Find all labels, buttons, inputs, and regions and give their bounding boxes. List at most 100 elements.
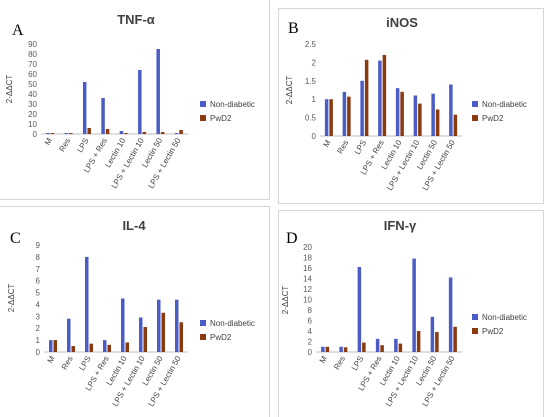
y-axis-label: 2-ΔΔCT <box>5 75 14 104</box>
panel-d-legend: Non-diabetic PwD2 <box>472 310 527 338</box>
legend-item-pwd2: PwD2 <box>472 324 527 338</box>
y-tick-label: 7 <box>36 265 41 274</box>
bar-non-diabetic <box>375 338 380 352</box>
legend-swatch-pwd2 <box>200 115 206 121</box>
bar-non-diabetic <box>342 91 347 136</box>
bar-non-diabetic <box>360 80 364 136</box>
y-tick-label: 3 <box>36 312 41 321</box>
legend-item-pwd2: PwD2 <box>200 330 255 344</box>
panel-c-legend: Non-diabetic PwD2 <box>200 316 255 344</box>
y-tick-label: 14 <box>303 275 312 284</box>
panel-b-legend: Non-diabetic PwD2 <box>472 97 527 125</box>
bar-pwd2 <box>435 109 440 136</box>
legend-swatch-pwd2 <box>472 115 478 121</box>
bar-non-diabetic <box>85 256 89 352</box>
y-tick-label: 10 <box>303 296 312 305</box>
x-tick-label: M <box>43 136 54 147</box>
x-tick-label: M <box>321 138 332 149</box>
legend-swatch-pwd2 <box>200 334 206 340</box>
bar-non-diabetic <box>357 266 362 352</box>
y-tick-label: 2 <box>36 324 41 333</box>
panel-a-title: TNF-α <box>117 12 155 27</box>
y-tick-label: 60 <box>28 70 37 79</box>
y-tick-label: 10 <box>28 120 37 129</box>
bar-non-diabetic <box>431 93 435 136</box>
bar-pwd2 <box>380 345 384 352</box>
bar-non-diabetic <box>138 70 142 134</box>
panel-c-frame <box>0 206 270 417</box>
y-tick-label: 0 <box>33 130 38 139</box>
y-tick-label: 80 <box>28 50 37 59</box>
bar-pwd2 <box>416 331 421 352</box>
bar-non-diabetic <box>430 316 435 352</box>
y-tick-label: 6 <box>36 277 41 286</box>
bar-non-diabetic <box>378 60 382 137</box>
y-tick-label: 1 <box>312 95 317 104</box>
legend-item-non-diabetic: Non-diabetic <box>200 316 255 330</box>
y-tick-label: 4 <box>308 327 313 336</box>
bar-pwd2 <box>453 114 458 136</box>
bar-pwd2 <box>125 342 129 352</box>
x-tick-label: M <box>46 354 57 365</box>
legend-label: Non-diabetic <box>210 99 255 109</box>
bar-non-diabetic <box>139 317 143 352</box>
y-tick-label: 0 <box>36 348 41 357</box>
bar-non-diabetic <box>67 318 71 352</box>
bar-non-diabetic <box>46 133 50 134</box>
y-axis-label: 2-ΔΔCT <box>281 286 290 315</box>
panel-a-letter: A <box>12 22 24 39</box>
y-tick-label: 1 <box>36 336 41 345</box>
bar-pwd2 <box>160 132 165 134</box>
bar-pwd2 <box>400 91 404 136</box>
bar-pwd2 <box>398 343 403 352</box>
y-tick-label: 2 <box>308 338 313 347</box>
bar-non-diabetic <box>339 346 343 352</box>
bar-non-diabetic <box>175 299 179 352</box>
legend-item-non-diabetic: Non-diabetic <box>472 97 527 111</box>
bar-pwd2 <box>143 327 147 352</box>
bar-non-diabetic <box>157 299 161 352</box>
y-axis-label: 2-ΔΔCT <box>285 76 294 105</box>
bar-non-diabetic <box>101 98 105 134</box>
bar-non-diabetic <box>321 346 325 352</box>
y-tick-label: 8 <box>36 253 41 262</box>
panel-b-frame <box>278 8 544 204</box>
bar-pwd2 <box>364 59 369 136</box>
bar-pwd2 <box>87 128 91 134</box>
bar-non-diabetic <box>449 84 453 136</box>
legend-label: PwD2 <box>210 332 232 342</box>
panel-d-frame <box>278 210 544 417</box>
legend-label: PwD2 <box>210 113 232 123</box>
bar-non-diabetic <box>412 258 416 352</box>
bar-pwd2 <box>179 130 183 134</box>
legend-swatch-pwd2 <box>472 328 478 334</box>
bar-non-diabetic <box>448 277 453 352</box>
y-tick-label: 90 <box>28 40 37 49</box>
legend-item-pwd2: PwD2 <box>472 111 527 125</box>
bar-non-diabetic <box>324 99 329 136</box>
legend-label: Non-diabetic <box>482 312 527 322</box>
y-tick-label: 4 <box>36 300 41 309</box>
y-tick-label: 0 <box>308 348 313 357</box>
bar-pwd2 <box>89 343 93 352</box>
legend-label: PwD2 <box>482 326 504 336</box>
panel-a-legend: Non-diabetic PwD2 <box>200 97 255 125</box>
bar-pwd2 <box>325 346 330 352</box>
bar-pwd2 <box>124 133 128 134</box>
bar-non-diabetic <box>174 133 179 134</box>
y-tick-label: 16 <box>303 264 312 273</box>
x-tick-label: M <box>318 354 329 365</box>
legend-label: Non-diabetic <box>210 318 255 328</box>
panel-c-letter: C <box>10 230 21 247</box>
legend-swatch-non-diabetic <box>472 101 478 107</box>
bar-pwd2 <box>435 332 439 352</box>
bar-non-diabetic <box>156 49 160 134</box>
bar-non-diabetic <box>413 95 418 136</box>
bar-pwd2 <box>453 326 457 352</box>
bar-pwd2 <box>161 312 165 352</box>
y-tick-label: 0 <box>312 132 317 141</box>
bar-non-diabetic <box>103 340 107 352</box>
